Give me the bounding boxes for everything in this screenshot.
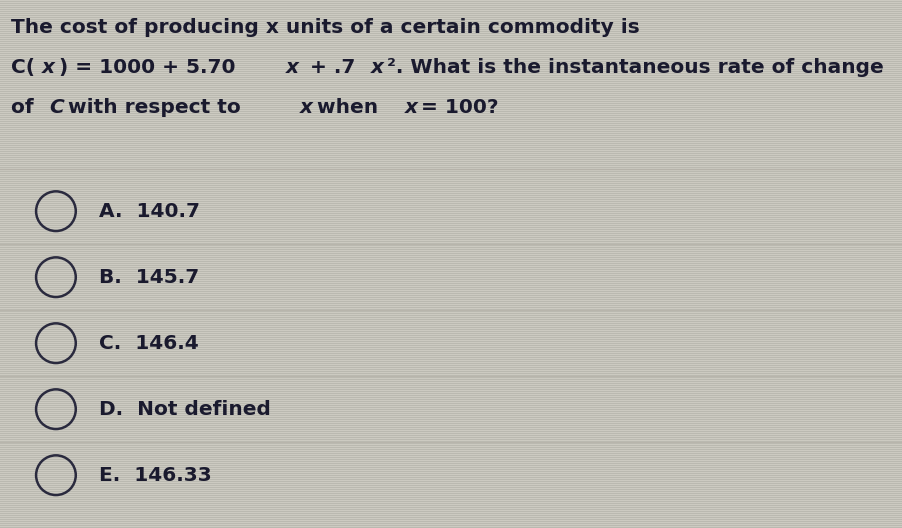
Text: x: x <box>300 98 313 117</box>
Text: ². What is the instantaneous rate of change: ². What is the instantaneous rate of cha… <box>388 58 884 77</box>
Text: = 100?: = 100? <box>421 98 499 117</box>
Text: The cost of producing x units of a certain commodity is: The cost of producing x units of a certa… <box>11 18 640 37</box>
Text: A.  140.7: A. 140.7 <box>99 202 200 221</box>
Text: ) = 1000 + 5.70: ) = 1000 + 5.70 <box>59 58 235 77</box>
Text: C: C <box>49 98 64 117</box>
Text: C.  146.4: C. 146.4 <box>99 334 199 353</box>
Text: B.  145.7: B. 145.7 <box>99 268 199 287</box>
Text: when: when <box>317 98 385 117</box>
Text: x: x <box>41 58 55 77</box>
Text: E.  146.33: E. 146.33 <box>99 466 212 485</box>
Text: x: x <box>371 58 383 77</box>
Text: with respect to: with respect to <box>68 98 248 117</box>
Text: of: of <box>11 98 41 117</box>
Text: D.  Not defined: D. Not defined <box>99 400 272 419</box>
Text: + .7: + .7 <box>303 58 355 77</box>
Text: C(: C( <box>11 58 35 77</box>
Text: x: x <box>405 98 418 117</box>
Text: x: x <box>286 58 299 77</box>
